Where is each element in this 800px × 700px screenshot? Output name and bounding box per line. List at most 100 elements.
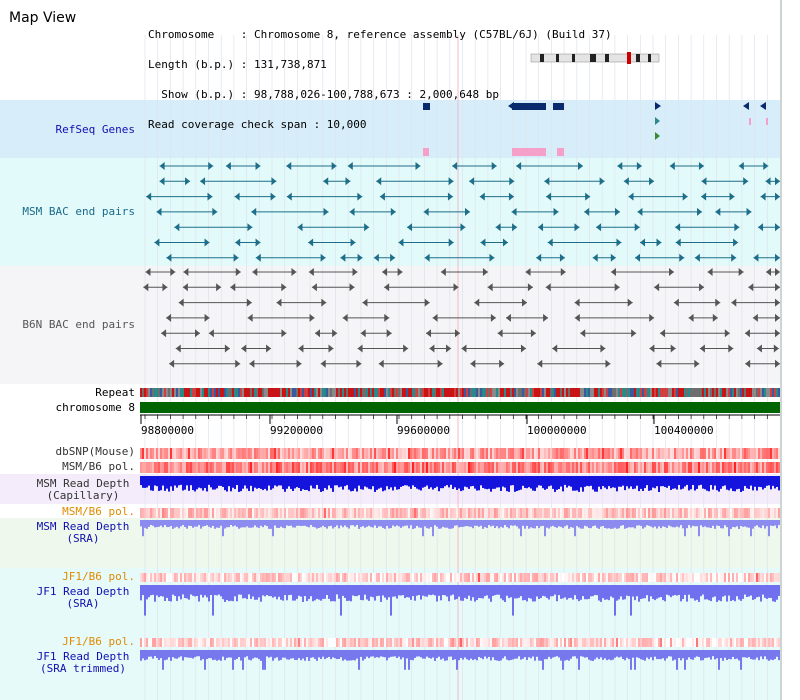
jf1-depth-sra-bar	[722, 585, 724, 597]
track-label-msm-b6-pol-2[interactable]: MSM/B6 pol.	[62, 505, 135, 518]
dbsnp-cell	[676, 448, 678, 459]
msm-b6-pol-cell	[446, 508, 448, 518]
dbsnp-cell	[396, 448, 398, 459]
jf1-pol-cell	[430, 638, 432, 647]
msm-depth-sra-bar	[446, 520, 448, 528]
jf1-depth-sra-bar	[636, 585, 638, 597]
dbsnp-cell	[400, 448, 402, 459]
track-label-jf1-depth-trim[interactable]: JF1 Read Depth	[36, 650, 130, 663]
jf1-pol-cell	[632, 573, 634, 582]
track-label-msm-depth-cap[interactable]: MSM Read Depth	[36, 477, 130, 490]
jf1-pol-cell	[396, 573, 398, 582]
track-label-msm-b6-pol[interactable]: MSM/B6 pol.	[62, 460, 135, 473]
track-label-msm-depth-sra[interactable]: MSM Read Depth	[36, 520, 130, 533]
repeat-segment	[354, 388, 356, 397]
msm-depth-cap-bar	[348, 476, 350, 490]
jf1-pol-cell	[180, 573, 182, 582]
jf1-depth-trim-bar	[556, 650, 558, 657]
jf1-depth-sra-bar	[434, 585, 436, 596]
dbsnp-cell	[630, 448, 632, 459]
msm-b6-pol-cell	[306, 508, 308, 518]
jf1-pol-cell	[418, 573, 420, 582]
jf1-depth-trim-bar	[330, 650, 332, 660]
msm-depth-sra-bar	[372, 520, 374, 528]
jf1-pol-cell	[490, 638, 492, 647]
msm-b6-pol-cell	[198, 508, 200, 518]
msm-depth-cap-bar	[690, 476, 692, 490]
msm-b6-pol-cell	[186, 508, 188, 518]
msm-depth-cap-bar	[568, 476, 570, 486]
track-label-jf1-pol-2[interactable]: JF1/B6 pol.	[62, 635, 135, 648]
msm-bac-pair-end	[255, 253, 261, 262]
msm-b6-pol-cell	[254, 462, 256, 473]
jf1-depth-sra-bar	[764, 585, 766, 598]
jf1-pol-cell	[508, 638, 510, 647]
msm-depth-sra-bar	[324, 520, 326, 528]
b6n-bac-pair-end	[429, 344, 435, 353]
repeat-segment	[228, 388, 230, 397]
dbsnp-cell	[220, 448, 222, 459]
msm-b6-pol-cell	[354, 462, 356, 473]
msm-b6-pol-cell	[632, 508, 634, 518]
msm-b6-pol-cell	[628, 508, 630, 518]
dbsnp-cell	[322, 448, 324, 459]
repeat-segment	[428, 388, 430, 397]
b6n-bac-pair-end	[311, 283, 317, 292]
b6n-bac-pair-end	[580, 329, 586, 338]
jf1-depth-sra-bar	[150, 585, 152, 596]
msm-depth-cap-bar	[380, 476, 382, 488]
dbsnp-cell	[362, 448, 364, 459]
jf1-depth-trim-bar	[644, 650, 646, 661]
jf1-depth-sra-bar	[652, 585, 654, 599]
jf1-pol-cell	[350, 638, 352, 647]
repeat-segment	[238, 388, 240, 397]
msm-bac-pair-end	[340, 253, 346, 262]
b6n-bac-pair-end	[195, 329, 201, 338]
track-label-b6n-bac[interactable]: B6N BAC end pairs	[22, 318, 135, 331]
msm-bac-pair-end	[270, 192, 276, 201]
msm-depth-sra-bar	[728, 520, 730, 537]
jf1-depth-sra-bar	[650, 585, 652, 597]
dbsnp-cell	[216, 448, 218, 459]
jf1-depth-sra-bar	[164, 585, 166, 602]
dbsnp-cell	[144, 448, 146, 459]
msm-depth-cap-bar	[764, 476, 766, 488]
dbsnp-cell	[654, 448, 656, 459]
track-label-refseq[interactable]: RefSeq Genes	[55, 123, 135, 136]
track-label-dbsnp[interactable]: dbSNP(Mouse)	[55, 445, 135, 458]
jf1-pol-cell	[394, 638, 396, 647]
track-label-jf1-depth-sra[interactable]: JF1 Read Depth	[36, 585, 130, 598]
repeat-segment	[216, 388, 218, 397]
jf1-depth-sra-bar	[566, 585, 568, 600]
jf1-depth-sra-bar	[464, 585, 466, 598]
repeat-segment	[614, 388, 616, 397]
msm-b6-pol-cell	[222, 462, 224, 473]
msm-depth-cap-bar	[716, 476, 718, 491]
msm-depth-sra-bar	[326, 520, 328, 529]
msm-b6-pol-cell	[588, 462, 590, 473]
msm-depth-cap-bar	[330, 476, 332, 489]
gene-feature-pink	[766, 118, 768, 125]
msm-depth-cap-bar	[242, 476, 244, 489]
msm-depth-cap-bar	[230, 476, 232, 492]
track-label-msm-bac[interactable]: MSM BAC end pairs	[22, 205, 135, 218]
track-label-chromosome[interactable]: chromosome 8	[55, 401, 135, 414]
msm-b6-pol-cell	[466, 462, 468, 473]
msm-b6-pol-cell	[768, 508, 770, 518]
track-label-jf1-pol[interactable]: JF1/B6 pol.	[62, 570, 135, 583]
repeat-segment	[608, 388, 610, 397]
msm-b6-pol-cell	[324, 462, 326, 473]
dbsnp-cell	[346, 448, 348, 459]
dbsnp-cell	[294, 448, 296, 459]
jf1-pol-cell	[238, 638, 240, 647]
dbsnp-cell	[340, 448, 342, 459]
msm-depth-cap-bar	[636, 476, 638, 486]
jf1-pol-cell	[268, 573, 270, 582]
jf1-depth-trim-bar	[354, 650, 356, 661]
jf1-depth-sra-bar	[634, 585, 636, 601]
track-label-repeat[interactable]: Repeat	[95, 386, 135, 399]
jf1-depth-sra-bar	[574, 585, 576, 596]
msm-depth-sra-bar	[214, 520, 216, 529]
msm-b6-pol-cell	[240, 508, 242, 518]
msm-depth-cap-bar	[298, 476, 300, 489]
